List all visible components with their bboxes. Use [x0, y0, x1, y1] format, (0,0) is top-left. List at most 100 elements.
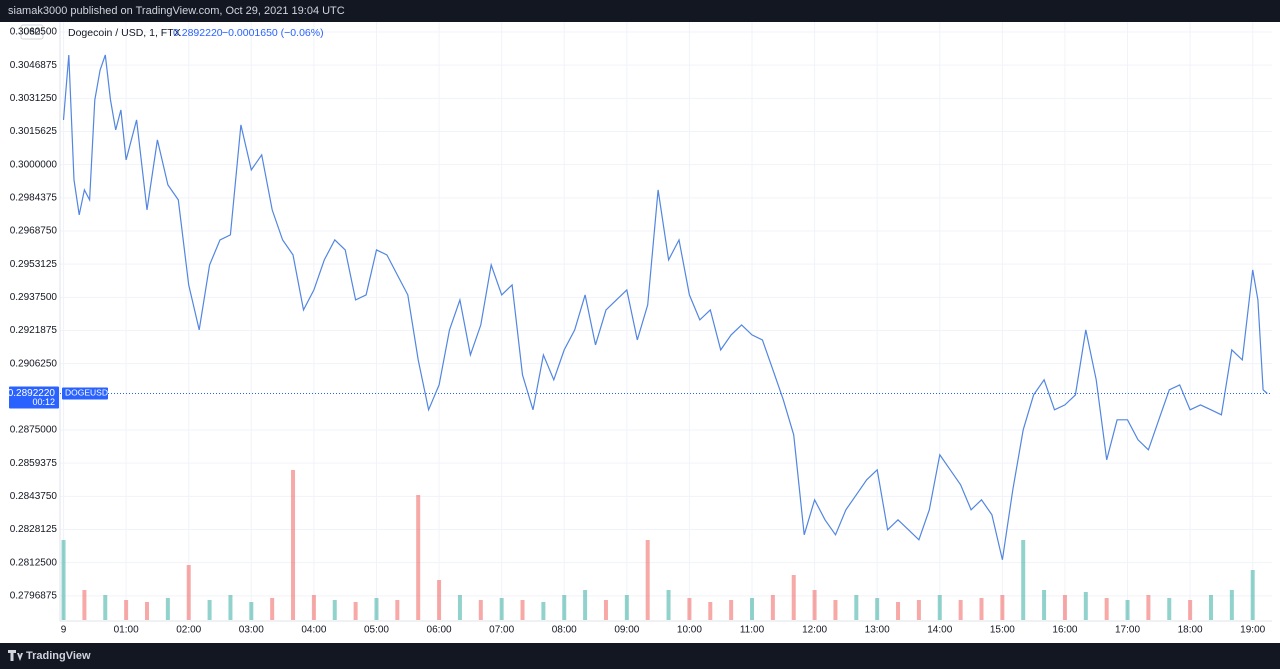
- volume-bar: [1208, 595, 1213, 620]
- volume-bar: [499, 598, 504, 620]
- volume-bar: [1104, 598, 1109, 620]
- x-tick-label: 05:00: [364, 625, 389, 636]
- x-tick-label: 09:00: [614, 625, 639, 636]
- y-tick-label: 0.2859375: [10, 458, 58, 469]
- volume-bar: [270, 598, 275, 620]
- volume-bar: [562, 595, 567, 620]
- y-tick-label: 0.3031250: [10, 93, 58, 104]
- volume-bar: [61, 540, 66, 620]
- y-tick-label: 0.2953125: [10, 259, 58, 270]
- volume-bar: [332, 600, 337, 620]
- last-price: 0.2892220: [173, 27, 223, 39]
- x-tick-label: 9: [61, 625, 67, 636]
- currency: USD: [24, 28, 41, 37]
- volume-bar: [1000, 595, 1005, 620]
- symbol-title: Dogecoin / USD, 1, FTX: [68, 27, 181, 39]
- volume-bar: [353, 602, 358, 620]
- x-tick-label: 19:00: [1240, 625, 1265, 636]
- y-tick-label: 0.2843750: [10, 491, 58, 502]
- last-price-box: [9, 386, 59, 409]
- volume-bar: [624, 595, 629, 620]
- series-tag: [62, 387, 108, 400]
- volume-bar: [520, 600, 525, 620]
- volume-bar: [750, 598, 755, 620]
- volume-bar: [1188, 600, 1193, 620]
- y-tick-label: 0.2828125: [10, 524, 58, 535]
- currency-box[interactable]: [20, 24, 44, 40]
- x-tick-label: 03:00: [239, 625, 264, 636]
- top-bar: [0, 0, 1280, 22]
- volume-bar: [896, 602, 901, 620]
- brand: TradingView: [26, 650, 91, 662]
- x-tick-label: 15:00: [990, 625, 1015, 636]
- last-price-label: 0.2892220: [8, 388, 56, 399]
- y-tick-label: 0.2796875: [10, 590, 58, 601]
- volume: [61, 470, 1255, 620]
- volume-bar: [416, 495, 421, 620]
- brand-logo: [8, 650, 23, 661]
- x-tick-label: 18:00: [1178, 625, 1203, 636]
- y-tick-label: 0.2984375: [10, 192, 58, 203]
- volume-bar: [729, 600, 734, 620]
- volume-bar: [1250, 570, 1255, 620]
- volume-bar: [457, 595, 462, 620]
- volume-bar: [708, 602, 713, 620]
- volume-bar: [603, 600, 608, 620]
- volume-bar: [1021, 540, 1026, 620]
- volume-bar: [1146, 595, 1151, 620]
- volume-bar: [979, 598, 984, 620]
- y-tick-label: 0.2921875: [10, 325, 58, 336]
- x-tick-label: 04:00: [301, 625, 326, 636]
- volume-bar: [1125, 600, 1130, 620]
- volume-bar: [1167, 598, 1172, 620]
- x-tick-label: 13:00: [865, 625, 890, 636]
- x-tick-label: 12:00: [802, 625, 827, 636]
- volume-bar: [916, 600, 921, 620]
- plot: [62, 54, 1268, 560]
- countdown: 00:12: [32, 397, 55, 407]
- y-tick-label: 0.2968750: [10, 226, 58, 237]
- volume-bar: [437, 580, 442, 620]
- y-tick-label: 0.2906250: [10, 358, 58, 369]
- volume-bar: [124, 600, 129, 620]
- publisher: siamak3000 published on TradingView.com,…: [8, 5, 345, 17]
- volume-bar: [645, 540, 650, 620]
- volume-bar: [833, 600, 838, 620]
- volume-bar: [228, 595, 233, 620]
- volume-bar: [374, 598, 379, 620]
- volume-bar: [82, 590, 87, 620]
- volume-bar: [937, 595, 942, 620]
- grid: [60, 22, 1272, 620]
- volume-bar: [207, 600, 212, 620]
- volume-bar: [666, 590, 671, 620]
- x-tick-label: 16:00: [1052, 625, 1077, 636]
- y-tick-label: 0.3015625: [10, 126, 58, 137]
- volume-bar: [1083, 592, 1088, 620]
- y-tick-label: 0.3000000: [10, 159, 58, 170]
- y-tick-label: 0.2875000: [10, 425, 58, 436]
- volume-bar: [583, 590, 588, 620]
- volume-bar: [770, 595, 775, 620]
- volume-bar: [186, 565, 191, 620]
- volume-bar: [311, 595, 316, 620]
- volume-bar: [1062, 595, 1067, 620]
- volume-bar: [165, 598, 170, 620]
- x-tick-label: 14:00: [927, 625, 952, 636]
- volume-bar: [1042, 590, 1047, 620]
- x-tick-label: 10:00: [677, 625, 702, 636]
- y-tick-label: 0.2937500: [10, 292, 58, 303]
- bottom-bar: [0, 643, 1280, 669]
- volume-bar: [812, 590, 817, 620]
- x-tick-label: 02:00: [176, 625, 201, 636]
- x-tick-label: 01:00: [114, 625, 139, 636]
- volume-bar: [854, 595, 859, 620]
- y-tick-label: 0.2812500: [10, 557, 58, 568]
- x-tick-label: 07:00: [489, 625, 514, 636]
- y-tick-label: 0.3062500: [10, 27, 58, 38]
- volume-bar: [791, 575, 796, 620]
- volume-bar: [103, 595, 108, 620]
- volume-bar: [291, 470, 296, 620]
- volume-bar: [958, 600, 963, 620]
- volume-bar: [395, 600, 400, 620]
